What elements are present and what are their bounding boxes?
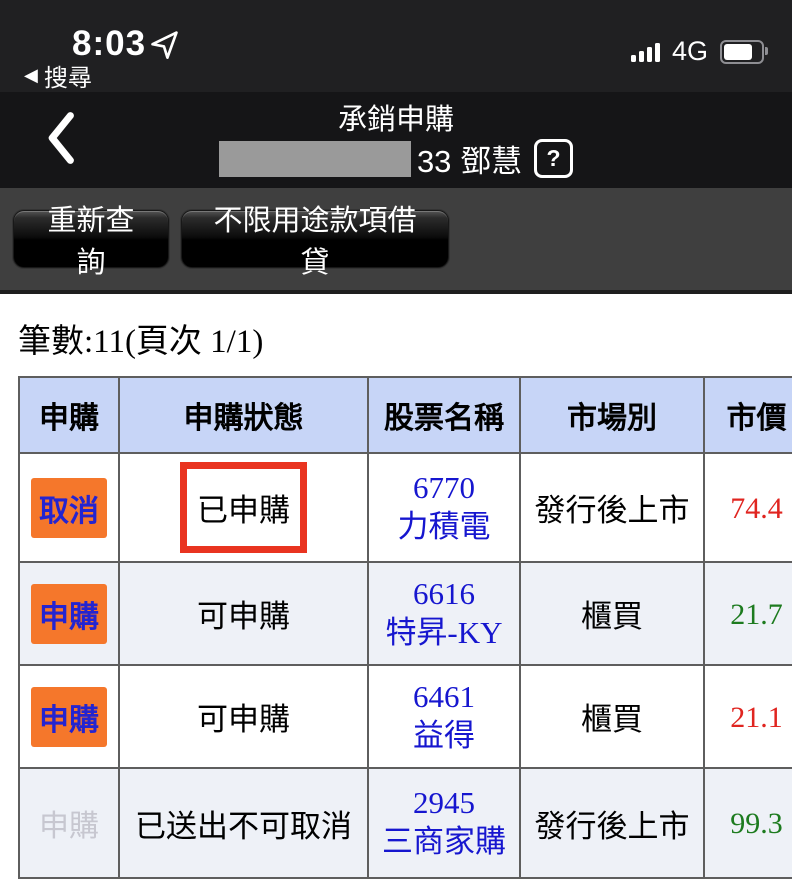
location-arrow-icon bbox=[151, 26, 184, 59]
stock-code: 6616 bbox=[413, 575, 475, 611]
header-apply: 申購 bbox=[18, 376, 120, 454]
return-to-app[interactable]: ◀ 搜尋 bbox=[24, 58, 92, 93]
highlight-annotation-box: 已申購 bbox=[180, 462, 307, 553]
page-title: 承銷申購 bbox=[337, 104, 454, 136]
apply-button[interactable]: 申購 bbox=[31, 686, 107, 747]
stock-link[interactable]: 6770 力積電 bbox=[369, 469, 519, 547]
battery-icon bbox=[720, 39, 768, 64]
stock-name: 特昇-KY bbox=[385, 614, 503, 650]
table-row: 申購 可申購 6461 益得 櫃買 21.1 bbox=[18, 664, 792, 769]
subscription-table: 申購 申購狀態 股票名稱 市場別 市價 取消 已申購 6770 力積電 發行後上市… bbox=[18, 376, 792, 879]
back-chevron-icon[interactable] bbox=[42, 110, 82, 166]
status-text: 可申購 bbox=[197, 702, 290, 737]
apply-button[interactable]: 申購 bbox=[31, 583, 107, 644]
stock-code: 6770 bbox=[413, 469, 475, 505]
market-price: 74.4 bbox=[730, 491, 783, 525]
table-row: 取消 已申購 6770 力積電 發行後上市 74.4 bbox=[18, 452, 792, 563]
table-row: 申購 已送出不可取消 2945 三商家購 發行後上市 99.3 bbox=[18, 767, 792, 879]
market-price: 99.3 bbox=[730, 807, 783, 840]
status-text: 已送出不可取消 bbox=[135, 808, 352, 844]
apply-button-disabled: 申購 bbox=[39, 810, 99, 843]
stock-name: 益得 bbox=[413, 717, 475, 753]
cancel-button[interactable]: 取消 bbox=[31, 477, 107, 538]
stock-link[interactable]: 2945 三商家購 bbox=[369, 784, 519, 862]
market-price: 21.7 bbox=[730, 597, 783, 631]
status-bar: 8:03 ◀ 搜尋 4G bbox=[0, 0, 792, 92]
table-header-row: 申購 申購狀態 股票名稱 市場別 市價 bbox=[18, 376, 792, 454]
section-divider bbox=[0, 290, 792, 294]
status-text: 已申購 bbox=[197, 493, 290, 528]
back-triangle-icon: ◀ bbox=[24, 65, 38, 85]
signal-strength-icon bbox=[630, 42, 660, 62]
stock-name: 力積電 bbox=[397, 508, 491, 544]
stock-code: 6461 bbox=[413, 678, 475, 714]
market-price: 21.1 bbox=[730, 700, 783, 734]
market-type: 櫃買 bbox=[581, 599, 643, 634]
header-price: 市價 bbox=[703, 376, 792, 454]
redacted-account-number bbox=[218, 140, 411, 177]
main-content: 筆數:11(頁次 1/1) 申購 申購狀態 股票名稱 市場別 市價 取消 已申購… bbox=[0, 294, 792, 879]
help-icon[interactable]: ? bbox=[534, 139, 574, 178]
market-type: 發行後上市 bbox=[534, 808, 690, 844]
status-text: 可申購 bbox=[197, 599, 290, 634]
unrestricted-loan-button[interactable]: 不限用途款項借貸 bbox=[181, 205, 449, 279]
network-type: 4G bbox=[671, 36, 708, 66]
status-indicators: 4G bbox=[630, 36, 768, 67]
header-stock: 股票名稱 bbox=[367, 376, 521, 454]
record-count: 筆數:11(頁次 1/1) bbox=[18, 324, 264, 360]
account-suffix: 33 鄧慧 bbox=[416, 144, 523, 179]
requery-button[interactable]: 重新查詢 bbox=[13, 205, 169, 279]
market-type: 發行後上市 bbox=[534, 493, 690, 528]
stock-link[interactable]: 6616 特昇-KY bbox=[369, 575, 519, 653]
stock-link[interactable]: 6461 益得 bbox=[369, 678, 519, 756]
header-market: 市場別 bbox=[519, 376, 705, 454]
stock-code: 2945 bbox=[413, 785, 475, 821]
return-to-app-label: 搜尋 bbox=[43, 65, 92, 92]
account-line: 33 鄧慧 ? bbox=[0, 136, 792, 181]
clock: 8:03 bbox=[72, 24, 147, 63]
header-status: 申購狀態 bbox=[118, 376, 369, 454]
stock-name: 三商家購 bbox=[382, 824, 506, 859]
toolbar: 重新查詢 不限用途款項借貸 bbox=[0, 188, 792, 290]
nav-bar: 承銷申購 33 鄧慧 ? bbox=[0, 92, 792, 188]
market-type: 櫃買 bbox=[581, 702, 643, 737]
table-row: 申購 可申購 6616 特昇-KY 櫃買 21.7 bbox=[18, 561, 792, 666]
